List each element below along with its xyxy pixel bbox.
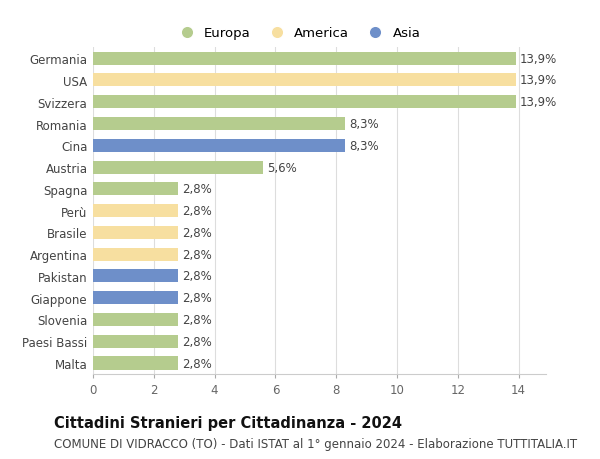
Text: 2,8%: 2,8% (182, 291, 212, 304)
Bar (93, 226, 178, 240)
Bar (93, 52, 515, 66)
Text: 5,6%: 5,6% (267, 161, 296, 174)
Text: 2,8%: 2,8% (182, 357, 212, 369)
Text: 13,9%: 13,9% (519, 53, 556, 66)
Legend: Europa, America, Asia: Europa, America, Asia (173, 27, 421, 40)
Bar (93, 161, 263, 174)
Bar (93, 96, 515, 109)
Text: 13,9%: 13,9% (519, 74, 556, 87)
Text: 8,3%: 8,3% (349, 140, 379, 152)
Bar (93, 270, 178, 283)
Bar (93, 183, 178, 196)
Text: 2,8%: 2,8% (182, 270, 212, 283)
Text: 2,8%: 2,8% (182, 183, 212, 196)
Text: 2,8%: 2,8% (182, 313, 212, 326)
Text: 2,8%: 2,8% (182, 226, 212, 239)
Bar (93, 74, 515, 87)
Bar (93, 205, 178, 218)
Bar (93, 248, 178, 261)
Bar (93, 140, 346, 152)
Text: Cittadini Stranieri per Cittadinanza - 2024: Cittadini Stranieri per Cittadinanza - 2… (54, 415, 402, 431)
Bar (93, 357, 178, 370)
Text: 8,3%: 8,3% (349, 118, 379, 131)
Bar (93, 291, 178, 305)
Bar (93, 335, 178, 348)
Bar (93, 313, 178, 326)
Text: 2,8%: 2,8% (182, 248, 212, 261)
Bar (93, 118, 346, 131)
Text: 13,9%: 13,9% (519, 96, 556, 109)
Text: 2,8%: 2,8% (182, 335, 212, 348)
Text: COMUNE DI VIDRACCO (TO) - Dati ISTAT al 1° gennaio 2024 - Elaborazione TUTTITALI: COMUNE DI VIDRACCO (TO) - Dati ISTAT al … (54, 437, 577, 450)
Text: 2,8%: 2,8% (182, 205, 212, 218)
